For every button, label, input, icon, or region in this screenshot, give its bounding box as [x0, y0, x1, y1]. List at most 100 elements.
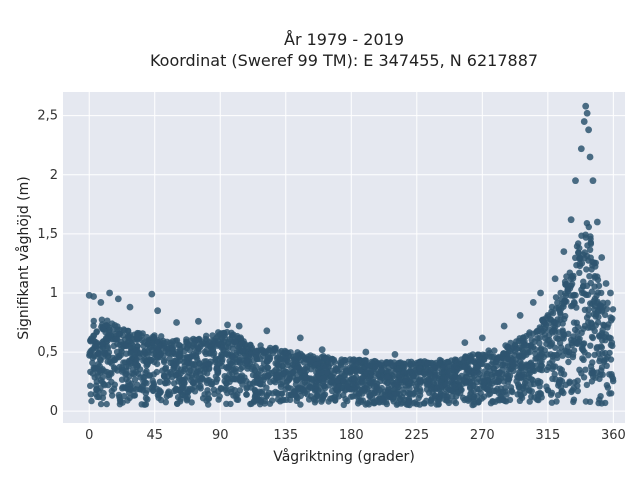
scatter-point — [184, 393, 191, 401]
scatter-point — [506, 396, 514, 404]
scatter-point — [161, 373, 168, 380]
scatter-point — [527, 342, 534, 349]
scatter-point — [256, 388, 263, 395]
y-tick-label: 0 — [50, 404, 58, 419]
scatter-point — [574, 377, 581, 384]
scatter-point — [552, 294, 560, 301]
scatter-point — [337, 361, 345, 369]
scatter-point — [119, 366, 126, 373]
scatter-point — [580, 278, 587, 285]
scatter-point — [193, 354, 200, 361]
scatter-point — [591, 327, 598, 335]
scatter-point — [600, 358, 608, 366]
scatter-point — [589, 369, 596, 377]
scatter-point — [568, 388, 575, 396]
scatter-point — [605, 334, 613, 341]
scatter-point — [104, 358, 111, 365]
scatter-point — [558, 305, 565, 312]
scatter-point — [505, 366, 512, 373]
scatter-point — [169, 345, 176, 352]
scatter-point — [115, 354, 123, 361]
scatter-point — [495, 377, 502, 385]
scatter-point — [580, 251, 587, 258]
scatter-point — [417, 388, 424, 395]
scatter-point — [161, 339, 168, 347]
scatter-point — [125, 334, 132, 341]
scatter-point — [575, 249, 582, 256]
scatter-point — [280, 370, 288, 377]
scatter-point — [534, 396, 541, 403]
scatter-point — [120, 359, 127, 366]
scatter-point — [221, 334, 228, 341]
y-axis-label: Signifikant våghöjd (m) — [15, 176, 32, 339]
chart-title-line1: År 1979 - 2019 — [284, 30, 404, 49]
scatter-point — [406, 361, 413, 368]
scatter-point — [344, 380, 351, 387]
scatter-point — [220, 347, 227, 354]
scatter-point — [395, 359, 402, 367]
scatter-point — [143, 362, 150, 369]
x-tick-label: 135 — [273, 428, 298, 443]
scatter-point — [599, 337, 606, 344]
scatter-point — [131, 392, 139, 399]
scatter-point — [258, 346, 266, 353]
scatter-point-outlier — [173, 319, 180, 326]
scatter-point — [190, 361, 197, 369]
scatter-point — [123, 376, 130, 383]
scatter-point — [573, 243, 581, 250]
scatter-point — [226, 371, 233, 378]
scatter-point — [483, 385, 490, 393]
scatter-point — [578, 297, 585, 304]
scatter-point — [378, 359, 385, 366]
scatter-point-outlier — [586, 153, 594, 161]
scatter-point — [199, 395, 207, 402]
scatter-point-outlier — [551, 275, 559, 283]
scatter-point — [537, 345, 545, 352]
scatter-point — [243, 377, 250, 385]
scatter-point — [172, 372, 180, 379]
scatter-point — [549, 357, 556, 365]
scatter-point — [406, 368, 414, 375]
scatter-point — [197, 370, 204, 378]
scatter-point — [478, 360, 486, 368]
scatter-point — [430, 364, 437, 372]
scatter-point — [400, 368, 407, 375]
scatter-point-outlier — [296, 334, 304, 342]
scatter-point — [574, 387, 581, 395]
scatter-point — [366, 392, 374, 400]
scatter-point — [230, 354, 237, 361]
scatter-point — [297, 392, 304, 400]
scatter-point — [595, 350, 602, 357]
scatter-point — [184, 354, 191, 362]
scatter-point — [164, 389, 172, 397]
scatter-point — [421, 368, 428, 376]
scatter-point — [402, 375, 410, 382]
scatter-point — [522, 377, 530, 385]
scatter-point — [544, 337, 551, 344]
scatter-point — [562, 381, 569, 388]
scatter-point — [225, 344, 232, 351]
scatter-point — [251, 357, 258, 364]
y-tick-label: 2,5 — [37, 109, 58, 124]
scatter-point — [588, 266, 595, 273]
y-tick-label: 2 — [50, 168, 58, 183]
scatter-point — [332, 364, 339, 372]
scatter-point — [349, 357, 356, 364]
scatter-point — [585, 223, 592, 231]
scatter-point — [593, 310, 600, 318]
scatter-point — [102, 322, 109, 329]
scatter-point-outlier — [577, 145, 585, 153]
scatter-point — [584, 291, 592, 298]
scatter-point — [561, 278, 569, 285]
scatter-point — [576, 260, 583, 267]
x-tick-labels: 0 45 90 135 180 225 270 315 360 — [85, 428, 626, 443]
scatter-point — [411, 389, 419, 396]
scatter-point — [450, 381, 458, 389]
scatter-point — [416, 365, 423, 372]
scatter-point — [474, 351, 481, 358]
scatter-point — [608, 390, 615, 397]
scatter-point — [462, 353, 469, 361]
scatter-point — [598, 289, 605, 297]
scatter-point — [191, 344, 198, 351]
scatter-point — [141, 339, 148, 346]
